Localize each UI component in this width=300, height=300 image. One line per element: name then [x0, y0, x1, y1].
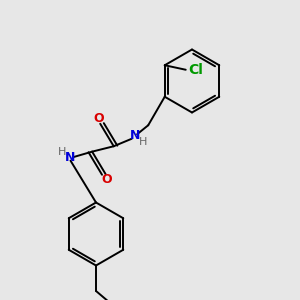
Text: O: O: [102, 173, 112, 186]
Text: Cl: Cl: [188, 63, 203, 77]
Text: H: H: [58, 147, 66, 157]
Text: H: H: [139, 137, 147, 147]
Text: N: N: [65, 151, 76, 164]
Text: N: N: [130, 129, 140, 142]
Text: O: O: [93, 112, 104, 125]
